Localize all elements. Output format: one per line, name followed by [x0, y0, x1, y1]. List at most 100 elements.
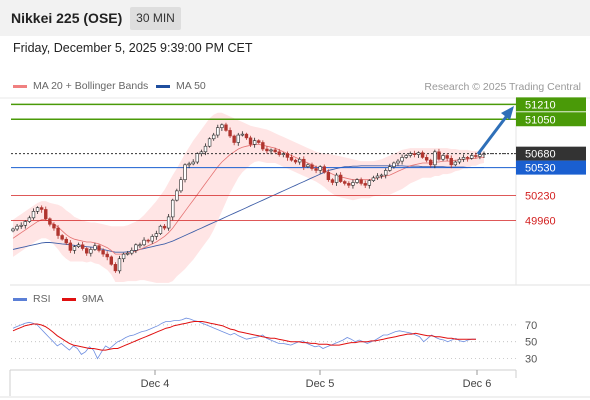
candle-body [76, 244, 81, 247]
candle-body [183, 164, 187, 181]
candle-body [306, 164, 310, 167]
candle-body [261, 142, 265, 150]
legend-ma50-label: MA 50 [176, 80, 206, 92]
candle-body [248, 137, 253, 145]
candle-body [265, 148, 269, 152]
rsi-tick-label: 50 [525, 337, 537, 349]
candle-body [433, 151, 437, 166]
candle-body [388, 166, 392, 171]
candle-body [72, 246, 77, 251]
candle-body [244, 133, 249, 139]
candle-body [52, 224, 56, 229]
candle-body [11, 228, 15, 232]
candle-body [220, 124, 224, 128]
candle-body [216, 127, 220, 136]
candle-body [441, 155, 445, 160]
candle-body [166, 216, 171, 229]
level-label-51050: 51050 [525, 114, 556, 126]
9ma-swatch [62, 297, 76, 301]
candle-body [453, 161, 458, 166]
forecast-arrow [476, 112, 511, 155]
candle-body [89, 249, 93, 254]
level-label-box-50680 [516, 146, 586, 161]
candle-body [48, 218, 52, 225]
candle-body [461, 157, 466, 160]
candle-body [424, 157, 429, 161]
timeframe-button[interactable]: 30 MIN [130, 7, 181, 30]
candle-body [60, 235, 64, 240]
candle-body [195, 153, 200, 163]
instrument-title: Nikkei 225 (OSE) [11, 10, 123, 26]
candle-body [408, 153, 412, 156]
candle-body [330, 179, 335, 183]
candle-body [199, 151, 204, 154]
candle-body [134, 244, 138, 251]
candle-body [105, 253, 109, 258]
candle-body [101, 250, 105, 255]
candle-body [384, 170, 388, 176]
candle-body [211, 134, 216, 140]
candle-body [351, 182, 355, 186]
candle-body [207, 138, 212, 147]
candle-body [445, 155, 449, 159]
candle-body [334, 174, 339, 183]
candle-body [457, 158, 462, 163]
candle-body [404, 155, 408, 158]
candle-body [338, 174, 343, 182]
rsi-swatch [13, 297, 27, 301]
candle-body [191, 161, 195, 165]
level-label-box-51210 [516, 97, 586, 112]
candle-body [44, 209, 48, 220]
candle-body [281, 153, 286, 155]
candle-body [322, 166, 326, 173]
candle-body [224, 124, 228, 131]
level-label-50230: 50230 [525, 191, 556, 203]
candle-body [158, 225, 163, 234]
candle-body [228, 130, 232, 137]
candle-body [154, 233, 159, 237]
candle-body [314, 168, 318, 171]
candle-body [117, 258, 122, 272]
candle-body [429, 159, 433, 166]
x-tick-label: Dec 4 [141, 378, 170, 390]
candle-body [359, 179, 363, 184]
candle-body [68, 242, 73, 251]
candle-body [162, 225, 167, 229]
candle-body [203, 145, 208, 153]
candle-body [318, 166, 322, 171]
candle-body [474, 155, 478, 157]
candle-body [64, 238, 68, 244]
candle-body [171, 199, 175, 218]
legend-rsi: RSI [13, 293, 51, 305]
research-credit: Research © 2025 Trading Central [424, 81, 581, 93]
candle-body [355, 179, 359, 183]
candle-body [379, 174, 384, 177]
candle-body [19, 224, 23, 227]
candle-body [347, 183, 351, 186]
header-bar: Nikkei 225 (OSE) 30 MIN [0, 0, 590, 36]
rsi-tick-label: 70 [525, 320, 537, 332]
candle-body [478, 154, 482, 157]
candle-body [27, 217, 32, 222]
ma50-swatch [156, 84, 170, 88]
candle-body [302, 158, 306, 167]
candle-body [142, 239, 146, 246]
candle-body [39, 207, 44, 210]
candle-body [31, 211, 36, 219]
legend-9ma-label: 9MA [82, 293, 104, 305]
candle-body [240, 133, 245, 136]
candle-body [269, 149, 273, 152]
legend-rsi-label: RSI [33, 293, 51, 305]
candle-body [85, 248, 89, 254]
candle-body [437, 151, 441, 160]
candle-body [252, 140, 257, 145]
candle-body [257, 140, 261, 143]
candle-body [109, 256, 113, 265]
candle-body [187, 163, 191, 166]
forecast-arrow-head [501, 106, 514, 120]
candle-body [375, 175, 380, 179]
candle-body [297, 158, 302, 163]
candle-body [343, 181, 347, 184]
candle-body [236, 134, 240, 143]
